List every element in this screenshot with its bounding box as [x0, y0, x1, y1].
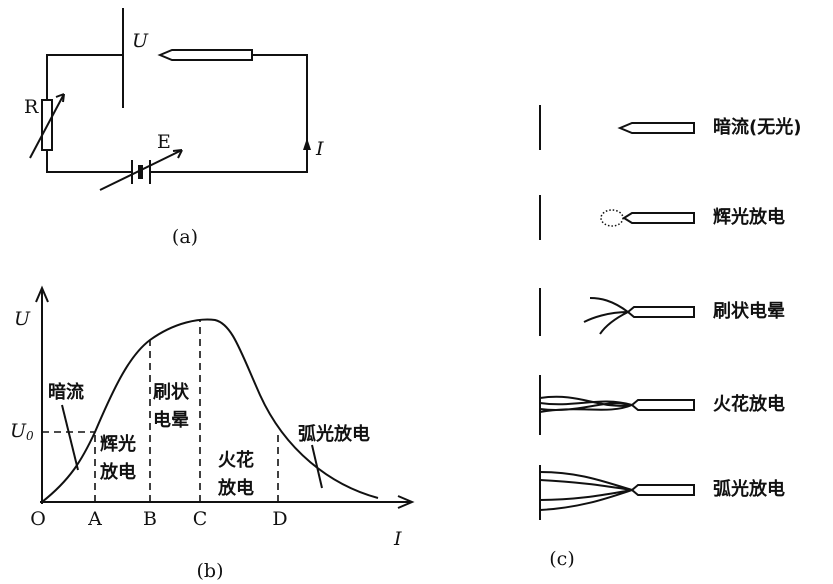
figure: U R E I (a) U U0 I O A B C D 暗流 辉光 放电 刷状…	[0, 0, 833, 584]
label: U	[132, 30, 149, 52]
region-label: 火花	[218, 449, 254, 471]
region-label: 放电	[217, 477, 254, 499]
caption: (c)	[549, 548, 574, 570]
axis-label: I	[393, 528, 402, 550]
region-label: 弧光放电	[298, 423, 370, 445]
point-label: A	[87, 508, 102, 530]
symbol: U	[10, 420, 27, 442]
discharge-forms: 暗流(无光) 辉光放电 刷状电晕 火花放电 弧光放电 (c)	[540, 105, 801, 570]
point-label: B	[143, 508, 157, 530]
point-label: C	[193, 508, 208, 530]
row-label: 刷状电晕	[713, 300, 785, 322]
row-label: 辉光放电	[713, 206, 785, 228]
curve-plot: U U0 I O A B C D 暗流 辉光 放电 刷状 电晕 火花 放电 弧光…	[10, 288, 412, 582]
caption: (b)	[197, 560, 224, 582]
region-label: 放电	[99, 461, 136, 483]
threshold-label: U0	[10, 420, 34, 443]
row-label: 火花放电	[713, 393, 785, 415]
row-label: 弧光放电	[713, 478, 785, 500]
row-label: 暗流(无光)	[713, 116, 801, 138]
caption: (a)	[172, 226, 198, 248]
region-label: 电晕	[153, 409, 189, 431]
axis-label: U	[14, 308, 31, 330]
region-label: 刷状	[153, 381, 190, 403]
region-label: 暗流	[48, 381, 84, 403]
circuit: U R E I (a)	[24, 8, 324, 248]
label: I	[315, 138, 324, 160]
point-label: O	[30, 508, 46, 530]
subscript: 0	[26, 429, 34, 443]
region-label: 辉光	[100, 433, 136, 455]
point-label: D	[272, 508, 287, 530]
label: R	[24, 96, 39, 118]
label: E	[157, 131, 171, 153]
